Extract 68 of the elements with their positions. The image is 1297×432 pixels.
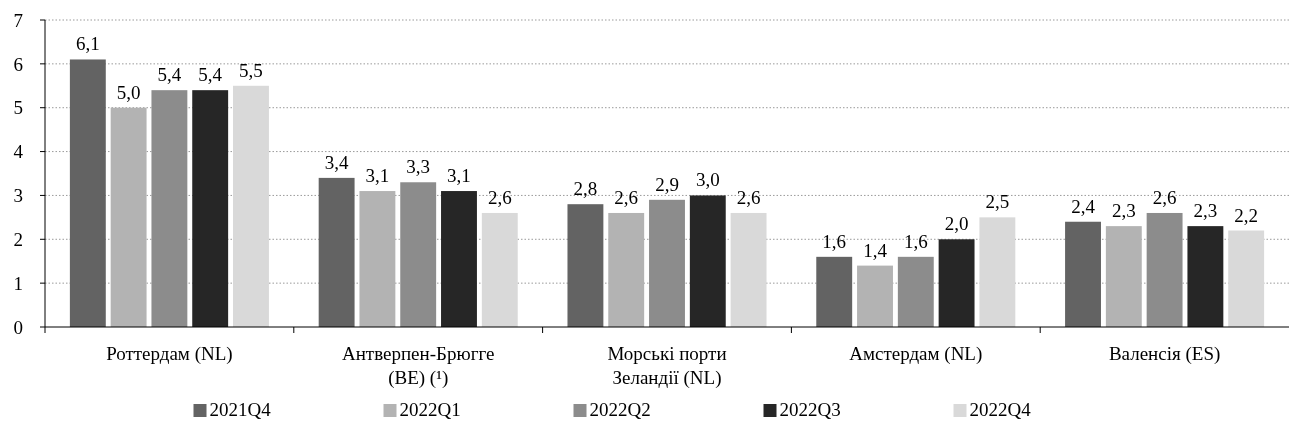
x-tick-label: Морські порти Зеландії (NL) (607, 343, 727, 389)
y-tick-label: 2 (13, 228, 23, 250)
bar (69, 59, 106, 327)
y-tick-label: 6 (13, 53, 23, 75)
y-tick-label: 5 (13, 97, 23, 119)
bar (816, 256, 853, 327)
bar (318, 177, 355, 327)
x-tick-label: Антверпен-Брюгге (BE) (¹) (341, 343, 495, 389)
data-label: 2,0 (944, 213, 969, 235)
x-tick-label: Роттердам (NL) (106, 343, 233, 365)
bar (359, 191, 396, 327)
legend-label: 2022Q4 (969, 399, 1032, 420)
bar (1146, 212, 1183, 327)
data-label: 5,4 (157, 64, 182, 86)
bar (979, 217, 1016, 327)
data-label: 2,6 (736, 186, 761, 208)
y-tick-label: 3 (13, 185, 23, 207)
bar (110, 107, 147, 327)
data-label: 2,4 (1071, 195, 1096, 217)
data-label: 2,6 (614, 186, 639, 208)
data-label: 1,4 (863, 239, 888, 261)
bar (730, 212, 767, 327)
data-label: 2,6 (487, 186, 512, 208)
data-label: 3,4 (324, 151, 349, 173)
data-label: 5,5 (239, 59, 263, 81)
y-tick-label: 0 (13, 316, 23, 338)
data-label: 6,1 (75, 33, 100, 55)
data-label: 3,0 (695, 169, 720, 191)
bar (608, 212, 645, 327)
legend-label: 2022Q3 (779, 399, 841, 420)
bar (1105, 226, 1142, 327)
y-tick-label: 7 (13, 9, 23, 31)
data-label: 2,2 (1234, 204, 1259, 226)
bar (649, 199, 685, 327)
bar (689, 195, 726, 327)
bar (481, 212, 518, 327)
bar (233, 85, 269, 327)
bar (1187, 226, 1224, 327)
bar (400, 182, 437, 327)
bar (857, 265, 893, 327)
bar (441, 191, 477, 327)
data-label: 3,1 (365, 165, 390, 187)
legend-label: 2022Q1 (399, 399, 461, 420)
x-tick-label: Валенсія (ES) (1108, 343, 1221, 365)
legend-label: 2022Q2 (589, 399, 651, 420)
bar (192, 90, 229, 327)
data-label: 1,6 (822, 230, 847, 252)
bar (567, 204, 604, 327)
data-label: 2,3 (1193, 200, 1218, 222)
data-label: 2,3 (1111, 200, 1136, 222)
data-label: 2,6 (1152, 186, 1177, 208)
bar (938, 239, 975, 327)
bar (1065, 221, 1101, 327)
data-label: 2,8 (573, 178, 598, 200)
bar (897, 256, 934, 327)
data-label: 5,4 (198, 64, 223, 86)
data-label: 3,1 (447, 165, 471, 187)
bar (151, 90, 188, 327)
data-label: 2,5 (985, 191, 1010, 213)
legend-label: 2021Q4 (209, 399, 272, 420)
y-tick-label: 1 (13, 272, 23, 294)
data-label: 2,9 (655, 173, 679, 195)
data-label: 3,3 (406, 156, 431, 178)
data-label: 1,6 (903, 230, 928, 252)
x-tick-label: Амстердам (NL) (849, 343, 983, 365)
y-tick-label: 4 (13, 141, 24, 163)
data-label: 5,0 (116, 81, 141, 103)
bar (1228, 230, 1265, 327)
